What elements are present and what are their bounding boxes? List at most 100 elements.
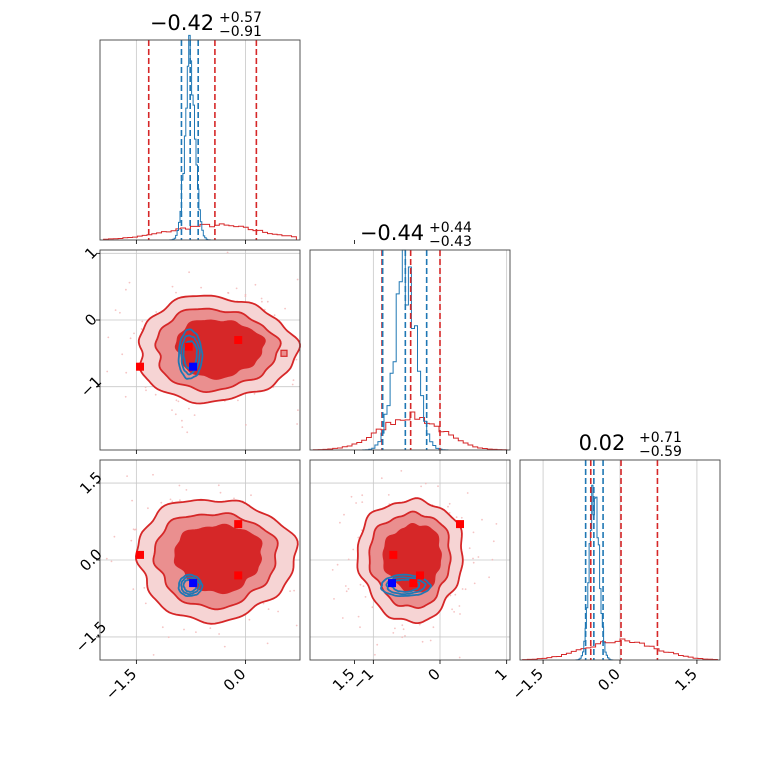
scatter-point — [448, 502, 451, 505]
scatter-point — [110, 560, 113, 563]
scatter-point — [175, 291, 177, 294]
scatter-point — [424, 482, 427, 485]
scatter-point — [227, 291, 229, 294]
scatter-point — [185, 489, 188, 491]
title-plus-error: +0.71 — [639, 430, 682, 446]
red-histogram-3 — [522, 638, 718, 661]
scatter-point — [402, 628, 405, 631]
scatter-point — [186, 431, 189, 434]
red-square-marker — [184, 342, 193, 351]
red-square-marker — [389, 550, 398, 559]
scatter-point — [223, 645, 226, 648]
scatter-point — [453, 611, 455, 613]
scatter-point — [472, 561, 475, 564]
scatter-point — [350, 495, 353, 498]
scatter-point — [200, 286, 203, 289]
title-minus-error: −0.59 — [639, 444, 682, 460]
red-square-marker — [456, 520, 464, 529]
title-minus-error: −0.91 — [219, 24, 262, 40]
red-square-marker — [416, 571, 424, 580]
scatter-point — [432, 626, 435, 629]
red-contour-island — [280, 349, 288, 357]
scatter-point — [359, 583, 362, 586]
scatter-point — [152, 654, 155, 656]
scatter-point — [114, 309, 117, 311]
blue-histogram-1 — [169, 34, 211, 241]
scatter-point — [344, 585, 347, 587]
scatter-point — [296, 423, 298, 425]
scatter-point — [171, 285, 174, 288]
scatter-point — [144, 602, 147, 605]
red-square-marker — [409, 579, 418, 588]
scatter-point — [355, 502, 357, 504]
scatter-point — [161, 626, 164, 629]
scatter-point — [273, 314, 276, 317]
scatter-point — [345, 590, 348, 593]
scatter-point — [401, 624, 404, 627]
scatter-point — [468, 547, 471, 550]
scatter-point — [371, 606, 374, 609]
scatter-point — [144, 386, 147, 389]
scatter-point — [169, 498, 172, 501]
scatter-point — [357, 536, 360, 539]
scatter-point — [284, 307, 286, 310]
scatter-point — [352, 548, 355, 551]
scatter-point — [106, 370, 109, 373]
scatter-point — [266, 642, 269, 645]
scatter-point — [175, 399, 178, 402]
scatter-point — [262, 602, 265, 605]
scatter-point — [343, 513, 345, 516]
scatter-point — [466, 492, 469, 494]
scatter-point — [421, 640, 424, 643]
scatter-point — [362, 585, 365, 587]
scatter-point — [128, 281, 131, 284]
scatter-point — [449, 594, 452, 597]
scatter-point — [177, 400, 180, 403]
blue-square-marker — [388, 579, 396, 588]
scatter-point — [376, 643, 379, 646]
scatter-point — [253, 392, 256, 395]
scatter-point — [147, 507, 149, 510]
scatter-point — [152, 473, 154, 476]
scatter-point — [171, 500, 174, 503]
scatter-point — [154, 393, 157, 396]
scatter-point — [250, 494, 252, 497]
scatter-point — [145, 389, 147, 392]
scatter-point — [107, 336, 110, 339]
scatter-point — [133, 332, 135, 335]
scatter-point — [451, 608, 453, 611]
scatter-point — [454, 593, 457, 596]
scatter-point — [237, 399, 239, 402]
blue-square-marker — [189, 362, 198, 371]
title-median: −0.42 — [150, 11, 214, 35]
scatter-point — [134, 528, 136, 531]
scatter-point — [267, 608, 270, 610]
blue-square-marker — [189, 579, 198, 588]
scatter-point — [254, 283, 257, 286]
scatter-point — [472, 557, 474, 560]
scatter-point — [472, 531, 475, 534]
scatter-point — [464, 588, 467, 591]
scatter-point — [361, 494, 364, 497]
scatter-point — [333, 598, 335, 600]
scatter-point — [293, 589, 295, 592]
scatter-point — [380, 477, 383, 480]
scatter-point — [218, 633, 221, 635]
scatter-point — [226, 251, 229, 254]
scatter-point — [392, 632, 395, 634]
scatter-point — [260, 297, 263, 300]
scatter-point — [132, 588, 135, 590]
scatter-point — [167, 636, 170, 639]
scatter-axes-p21 — [309, 459, 511, 661]
red-square-marker — [234, 336, 243, 344]
scatter-point — [400, 470, 403, 472]
scatter-point — [458, 656, 461, 659]
scatter-point — [481, 518, 483, 521]
scatter-point — [295, 624, 298, 627]
scatter-point — [387, 494, 390, 496]
title-plus-error: +0.44 — [429, 220, 472, 236]
scatter-point — [179, 499, 181, 501]
scatter-point — [418, 623, 421, 626]
